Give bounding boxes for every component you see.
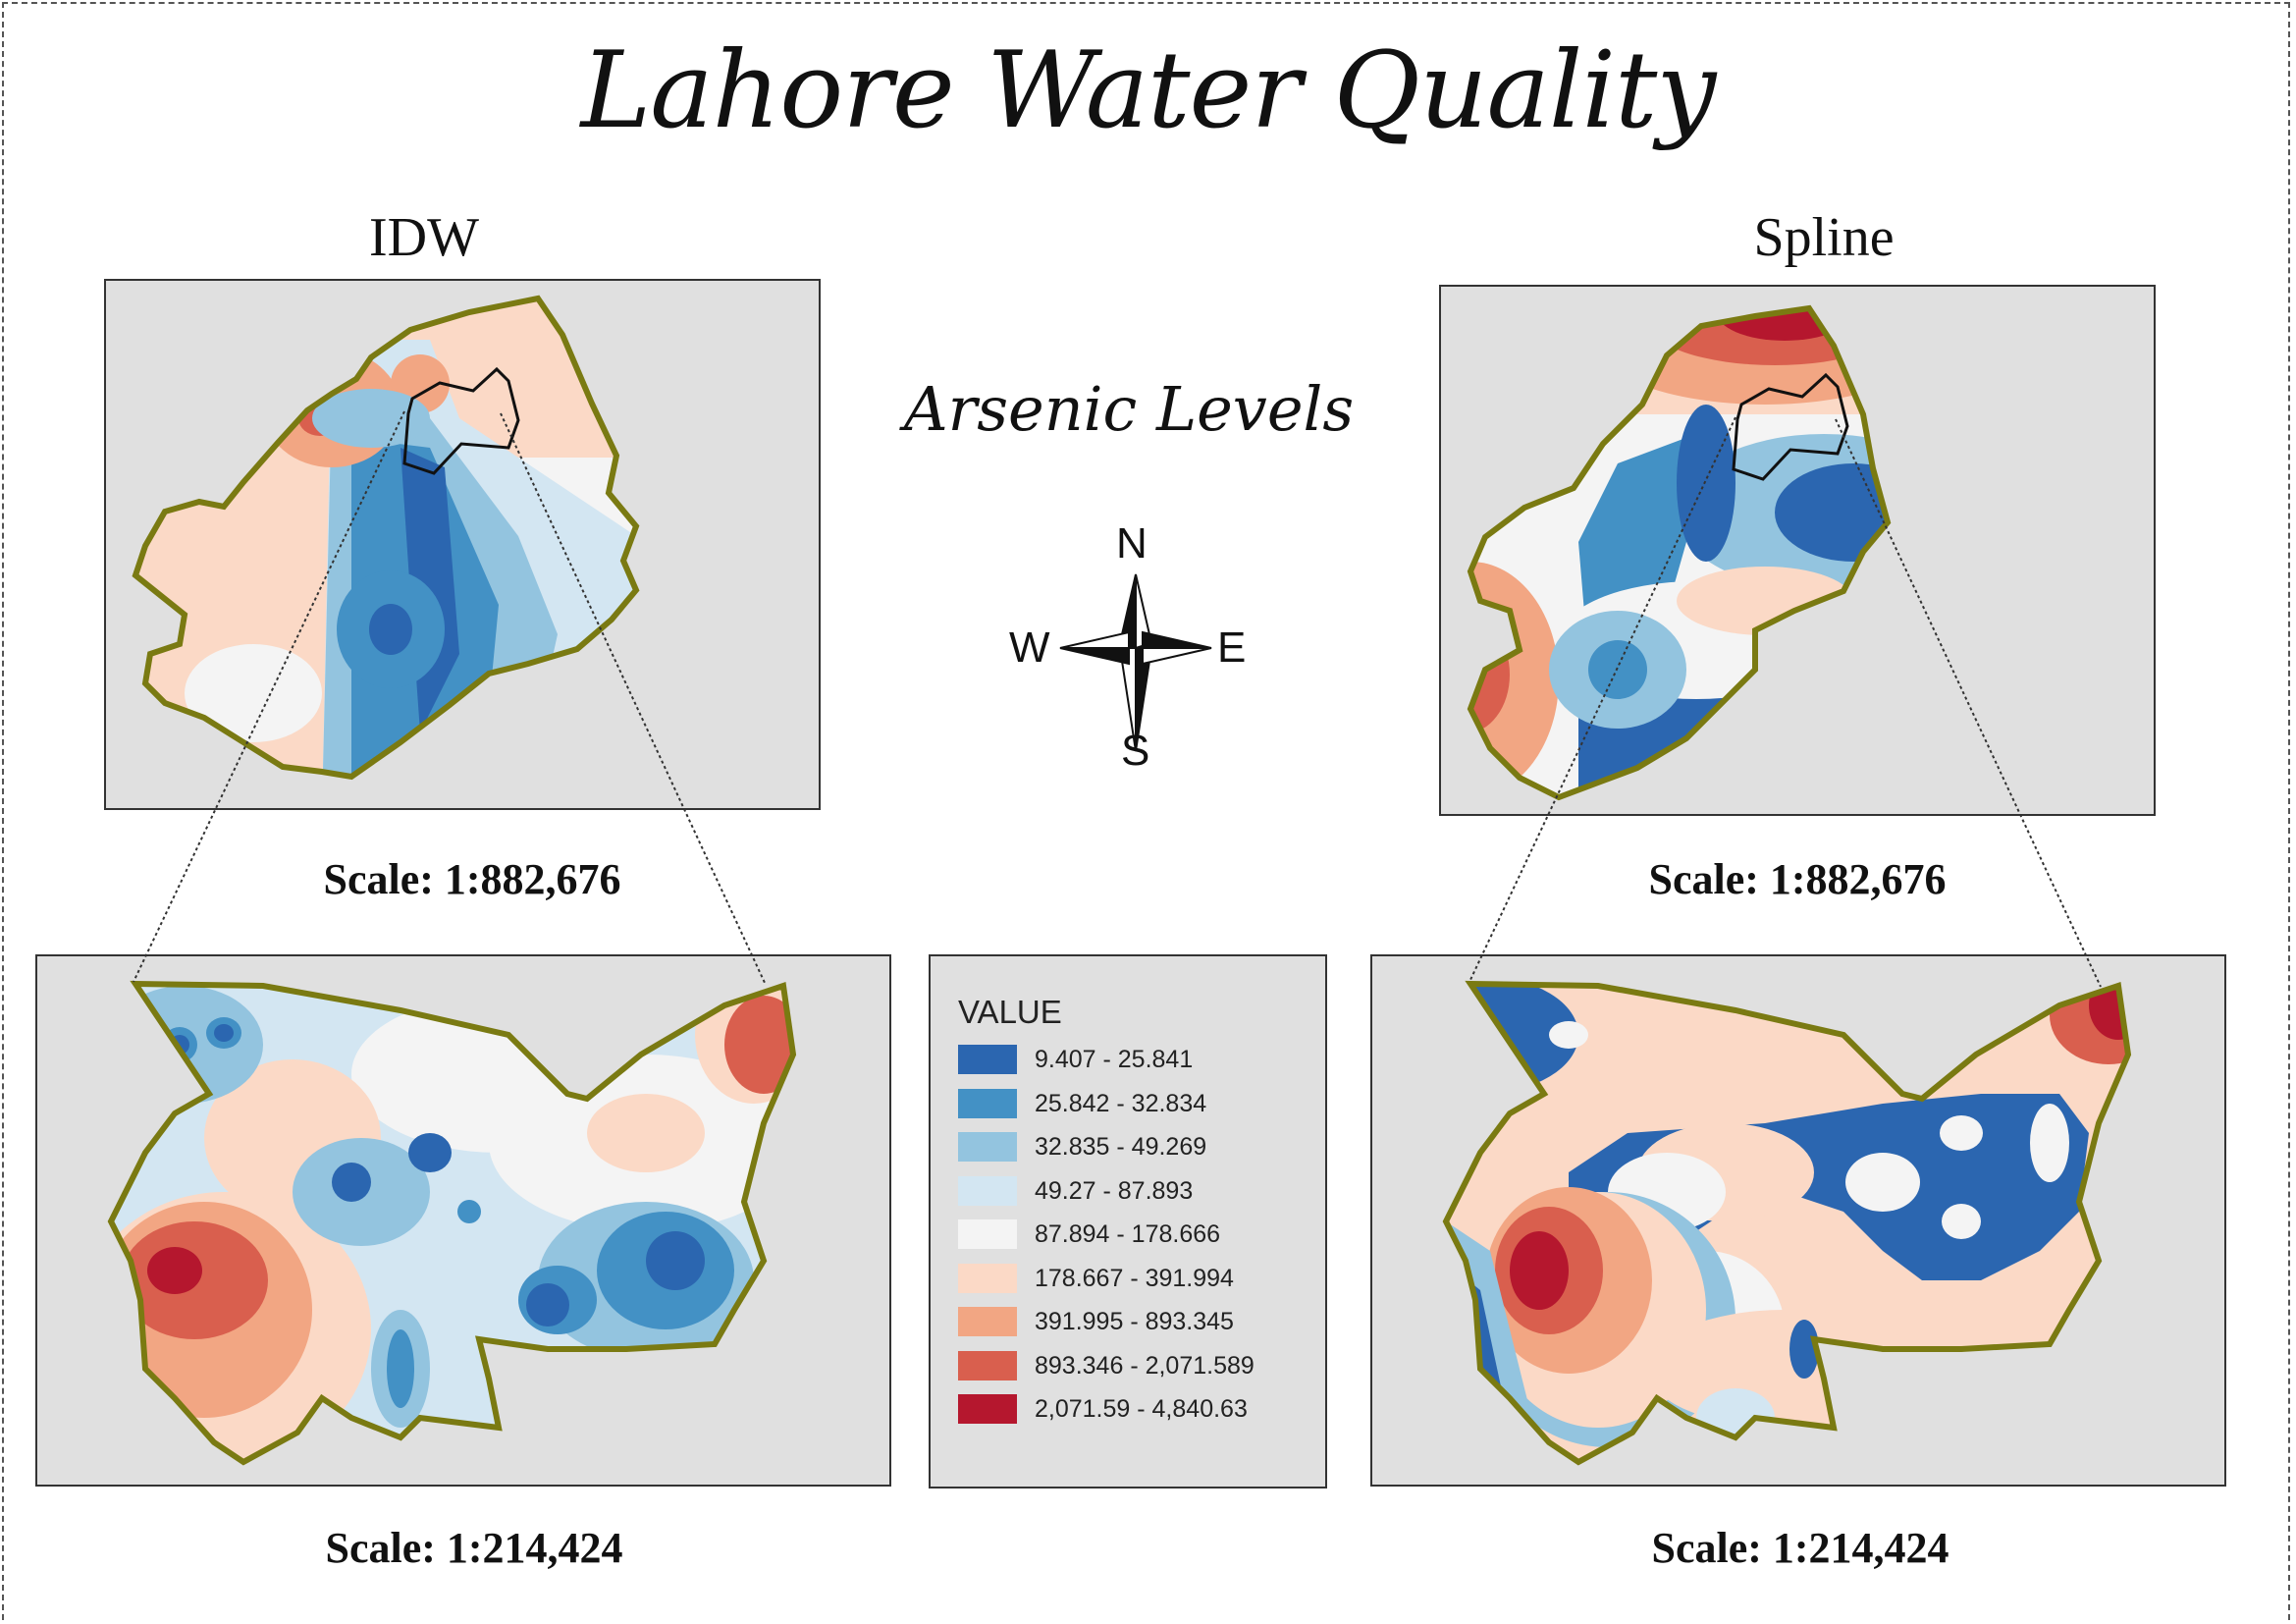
legend: VALUE 9.407 - 25.841 25.842 - 32.834 32.…: [929, 954, 1327, 1489]
legend-label: 2,071.59 - 4,840.63: [1035, 1394, 1248, 1423]
legend-swatch: [958, 1264, 1017, 1293]
idw-detail-map[interactable]: [35, 954, 891, 1487]
legend-label: 49.27 - 87.893: [1035, 1176, 1194, 1205]
compass-e: E: [1217, 623, 1247, 672]
legend-label: 391.995 - 893.345: [1035, 1307, 1234, 1335]
legend-item: 9.407 - 25.841: [958, 1040, 1193, 1079]
spline-title: Spline: [1753, 207, 1895, 268]
subtitle: Arsenic Levels: [903, 373, 1355, 445]
compass-s: S: [1121, 727, 1150, 775]
idw-title: IDW: [369, 207, 479, 268]
compass-n: N: [1116, 519, 1148, 568]
spline-overview-map[interactable]: [1439, 285, 2156, 816]
legend-label: 178.667 - 391.994: [1035, 1264, 1234, 1292]
spline-detail-map[interactable]: [1370, 954, 2226, 1487]
legend-label: 9.407 - 25.841: [1035, 1045, 1194, 1073]
legend-swatch: [958, 1176, 1017, 1206]
compass-rose-icon: [1059, 573, 1212, 752]
spline-overview-scale: Scale: 1:882,676: [1648, 855, 1947, 903]
idw-overview-scale: Scale: 1:882,676: [323, 855, 621, 903]
legend-label: 32.835 - 49.269: [1035, 1132, 1207, 1161]
legend-swatch: [958, 1219, 1017, 1249]
legend-swatch: [958, 1351, 1017, 1380]
legend-item: 87.894 - 178.666: [958, 1215, 1220, 1254]
legend-item: 391.995 - 893.345: [958, 1302, 1234, 1341]
legend-title: VALUE: [958, 994, 1062, 1030]
page-title: Lahore Water Quality: [580, 29, 1717, 152]
legend-label: 893.346 - 2,071.589: [1035, 1351, 1255, 1380]
legend-swatch: [958, 1307, 1017, 1336]
idw-overview-map[interactable]: [104, 279, 821, 810]
legend-item: 25.842 - 32.834: [958, 1084, 1206, 1123]
compass-w: W: [1009, 623, 1050, 672]
legend-swatch: [958, 1045, 1017, 1074]
legend-item: 49.27 - 87.893: [958, 1171, 1193, 1211]
legend-item: 2,071.59 - 4,840.63: [958, 1389, 1248, 1429]
legend-label: 87.894 - 178.666: [1035, 1219, 1221, 1248]
legend-swatch: [958, 1089, 1017, 1118]
legend-swatch: [958, 1132, 1017, 1162]
legend-item: 178.667 - 391.994: [958, 1259, 1234, 1298]
idw-detail-scale: Scale: 1:214,424: [325, 1524, 623, 1572]
legend-item: 32.835 - 49.269: [958, 1127, 1206, 1166]
legend-swatch: [958, 1394, 1017, 1424]
spline-detail-scale: Scale: 1:214,424: [1651, 1524, 1949, 1572]
north-arrow: N S W E: [1001, 519, 1286, 781]
legend-item: 893.346 - 2,071.589: [958, 1346, 1255, 1385]
legend-label: 25.842 - 32.834: [1035, 1089, 1207, 1117]
